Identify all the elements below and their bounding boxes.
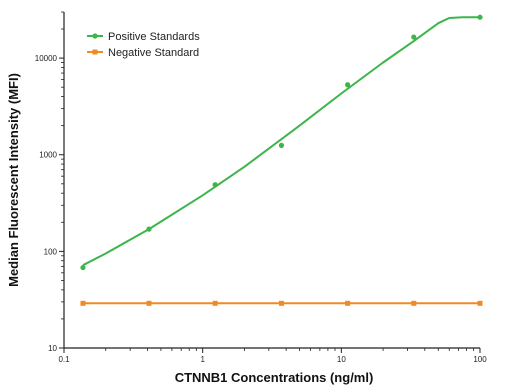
x-axis-title: CTNNB1 Concentrations (ng/ml) bbox=[175, 370, 374, 385]
legend-label: Positive Standards bbox=[108, 31, 200, 43]
data-point bbox=[212, 300, 218, 306]
data-point bbox=[477, 300, 483, 306]
series-0 bbox=[80, 14, 483, 271]
legend: Positive Standards Negative Standard bbox=[87, 31, 200, 59]
y-axis-title: Median Fluorescent Intensity (MFI) bbox=[6, 73, 21, 287]
data-point bbox=[146, 226, 152, 232]
x-tick-label: 10 bbox=[337, 355, 346, 364]
legend-marker bbox=[92, 49, 98, 55]
data-point bbox=[345, 82, 351, 88]
y-tick-label: 1000 bbox=[39, 151, 57, 160]
ticks: 0.1 1 10 100 10 100 1000 10000 bbox=[35, 11, 487, 364]
series-1 bbox=[80, 300, 483, 306]
y-tick-label: 100 bbox=[44, 247, 58, 256]
x-tick-label: 100 bbox=[473, 355, 487, 364]
legend-item: Negative Standard bbox=[87, 47, 199, 59]
plot-area bbox=[80, 14, 483, 306]
data-point bbox=[212, 182, 218, 188]
legend-item: Positive Standards bbox=[87, 31, 200, 43]
data-point bbox=[278, 142, 285, 148]
data-point bbox=[146, 300, 152, 306]
axes bbox=[63, 12, 480, 349]
data-point bbox=[411, 300, 417, 306]
data-point bbox=[278, 300, 284, 306]
data-point bbox=[411, 34, 417, 40]
y-tick-label: 10 bbox=[48, 344, 57, 353]
legend-marker bbox=[92, 33, 98, 39]
x-tick-label: 1 bbox=[200, 355, 205, 364]
x-tick-label: 0.1 bbox=[58, 355, 70, 364]
legend-label: Negative Standard bbox=[108, 47, 199, 59]
data-point bbox=[477, 14, 483, 20]
data-point bbox=[80, 264, 86, 271]
data-point bbox=[80, 300, 86, 306]
data-point bbox=[345, 300, 351, 306]
y-tick-label: 10000 bbox=[35, 54, 58, 63]
